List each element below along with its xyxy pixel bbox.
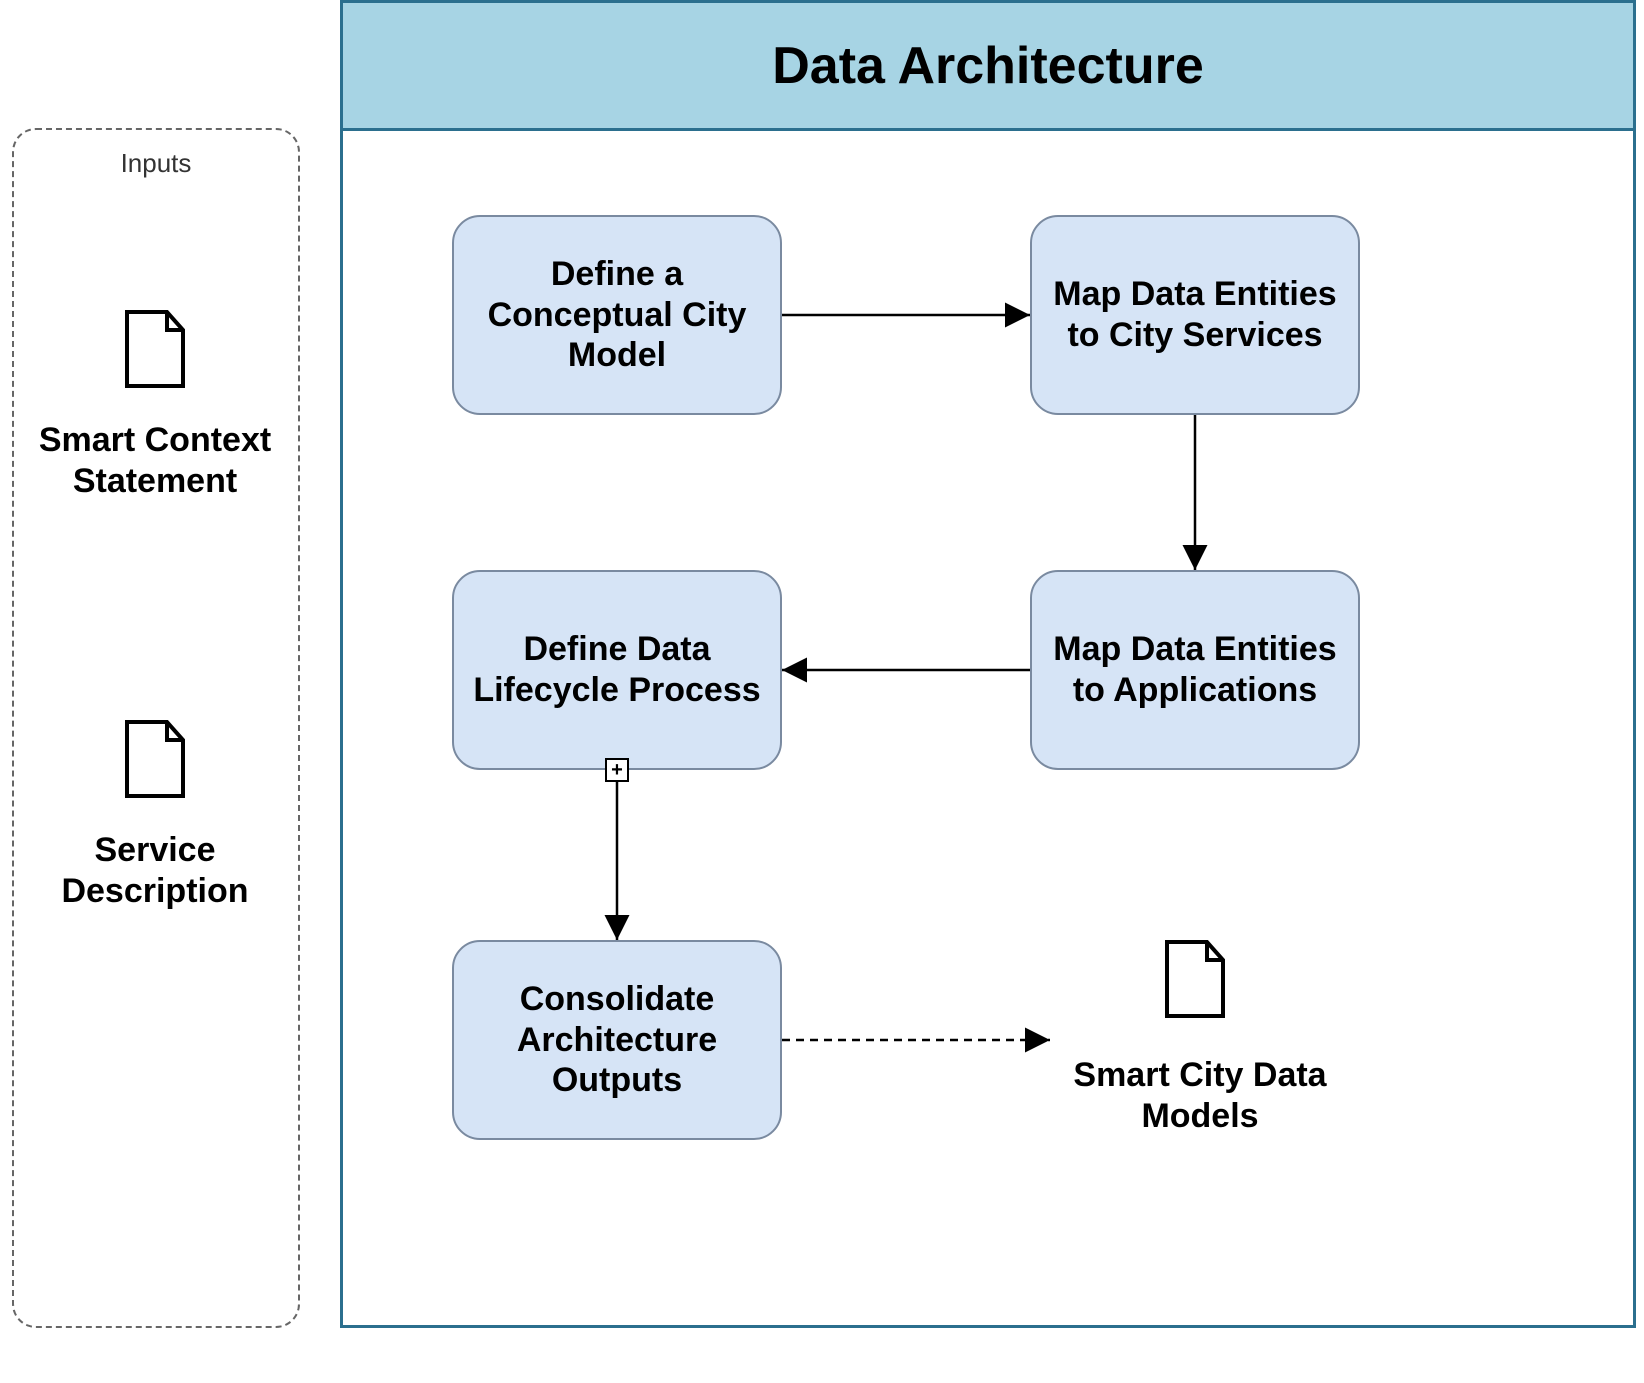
- arrow-consolidate-to-output: [0, 0, 1644, 1383]
